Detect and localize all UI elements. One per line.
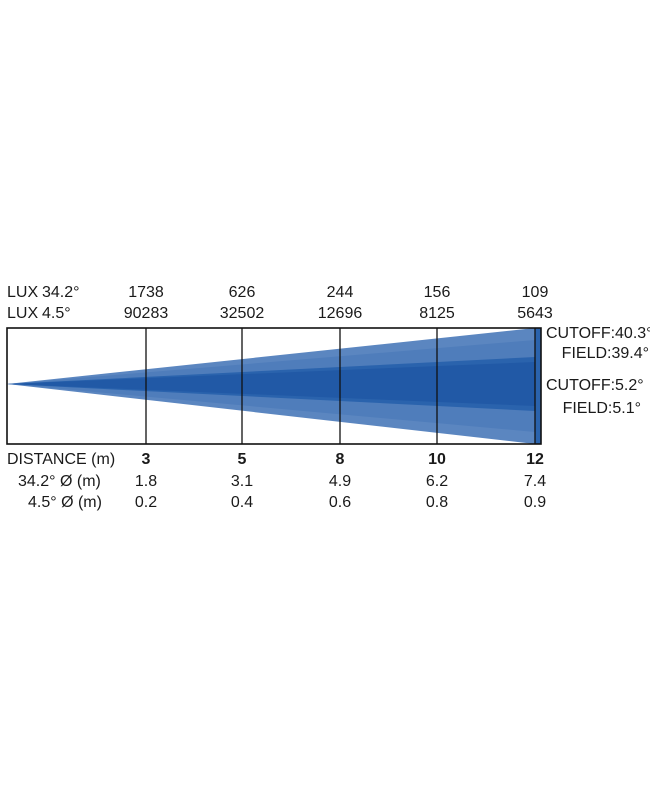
lux-value: 12696: [318, 305, 363, 322]
lux-angle: 34.2°: [42, 284, 80, 301]
row-value: 4.9: [329, 473, 351, 490]
lux-value: 156: [424, 284, 451, 301]
frame: [6, 327, 542, 445]
lux-value: 8125: [419, 305, 455, 322]
lux-value: 90283: [124, 305, 169, 322]
lux-value: 244: [327, 284, 354, 301]
row-value: 12: [526, 451, 544, 468]
row-value: 0.9: [524, 494, 546, 511]
row-value: 0.6: [329, 494, 351, 511]
lux-value: 5643: [517, 305, 553, 322]
lux-angle: 4.5°: [42, 305, 71, 322]
row-label: 34.2° Ø (m): [18, 473, 101, 490]
end-strip: [535, 328, 541, 444]
lux-label: LUX: [7, 305, 38, 322]
field-label: FIELD:39.4°: [562, 345, 649, 362]
field-label: FIELD:5.1°: [563, 400, 641, 417]
row-value: 0.8: [426, 494, 448, 511]
row-value: 8: [336, 451, 345, 468]
row-value: 0.2: [135, 494, 157, 511]
row-value: 6.2: [426, 473, 448, 490]
lux-value: 109: [522, 284, 549, 301]
row-value: 5: [238, 451, 247, 468]
lux-value: 32502: [220, 305, 265, 322]
narrow-core: [7, 362, 535, 406]
lux-label: LUX: [7, 284, 38, 301]
cutoff-label: CUTOFF:40.3°: [546, 325, 650, 342]
row-value: 1.8: [135, 473, 157, 490]
row-value: 10: [428, 451, 446, 468]
lux-value: 1738: [128, 284, 164, 301]
row-value: 3.1: [231, 473, 253, 490]
row-label: DISTANCE (m): [7, 451, 115, 468]
cutoff-label: CUTOFF:5.2°: [546, 377, 644, 394]
row-value: 3: [142, 451, 151, 468]
row-label: 4.5° Ø (m): [28, 494, 102, 511]
lux-value: 626: [229, 284, 256, 301]
row-value: 0.4: [231, 494, 253, 511]
row-value: 7.4: [524, 473, 546, 490]
